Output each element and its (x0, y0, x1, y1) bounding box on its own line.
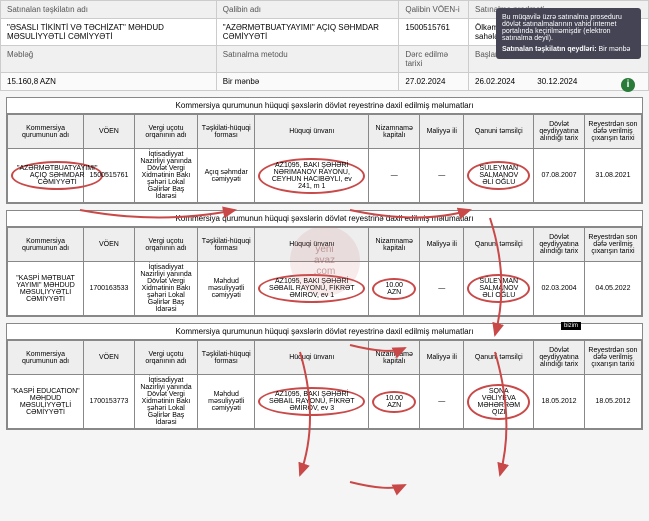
cell-capital: 10.00 AZN (369, 375, 420, 429)
cell-pub: 27.02.2024 (399, 73, 469, 91)
block-title: Kommersiya qurumunun hüquqi şəxslərin dö… (7, 324, 642, 340)
cell-voen: 1500515761 (399, 19, 469, 46)
cell-winner: "AZƏRMƏTBUATYAYIMI" AÇIQ SƏHMDAR CƏMİYYƏ… (216, 19, 399, 46)
registry-table-3: Kommersiya qurumunun adıVÖENVergi uçotu … (7, 340, 642, 429)
table-row: "KASPİ MƏTBUAT YAYIMI" MƏHDUD MƏSULİYYƏT… (8, 262, 642, 316)
th-org: Satınalan təşkilatın adı (1, 1, 217, 19)
cell-address: AZ1095, BAKI ŞƏHƏRİ NƏRİMANOV RAYONU, CE… (255, 149, 369, 203)
cell-name: "AZƏRMƏTBUATYAYIMI" AÇIQ SƏHMDAR CƏMİYYƏ… (8, 149, 84, 203)
cell-rep: SÜLEYMAN SALMANOV ƏLİ OĞLU (464, 262, 534, 316)
th-pub: Dərc edilmə tarixi (399, 46, 469, 73)
block-title: Kommersiya qurumunun hüquqi şəxslərin dö… (7, 98, 642, 114)
registry-block-1: Kommersiya qurumunun hüquqi şəxslərin dö… (6, 97, 643, 204)
th-voen: Qalibin VÖEN-i (399, 1, 469, 19)
table-row: "KASPİ EDUCATION" MƏHDUD MƏSULİYYƏTLİ CƏ… (8, 375, 642, 429)
registry-block-3: Kommersiya qurumunun hüquqi şəxslərin dö… (6, 323, 643, 430)
th-amount: Məbləğ (1, 46, 217, 73)
info-tooltip: Bu müqavilə üzrə satınalma proseduru döv… (496, 8, 641, 59)
tiny-logo: bizim (561, 322, 581, 330)
cell-capital: 10.00 AZN (369, 262, 420, 316)
registry-block-2: Kommersiya qurumunun hüquqi şəxslərin dö… (6, 210, 643, 317)
info-icon[interactable]: i (621, 78, 635, 92)
registry-table-2: Kommersiya qurumunun adıVÖENVergi uçotu … (7, 227, 642, 316)
cell-org: "ƏSASLI TİKİNTİ VƏ TƏCHİZAT" MƏHDUD MƏSU… (1, 19, 217, 46)
cell-rep: SONA VƏLİYEVA MƏHƏRRƏM QIZI (464, 375, 534, 429)
cell-method: Bir mənbə (216, 73, 399, 91)
table-row: "AZƏRMƏTBUATYAYIMI" AÇIQ SƏHMDAR CƏMİYYƏ… (8, 149, 642, 203)
th-winner: Qalibin adı (216, 1, 399, 19)
tooltip-main: Bu müqavilə üzrə satınalma proseduru döv… (502, 14, 635, 42)
tooltip-note: Satınalan təşkilatın qeydləri: Bir mənbə (502, 46, 635, 53)
th-method: Satınalma metodu (216, 46, 399, 73)
cell-amount: 15.160,8 AZN (1, 73, 217, 91)
block-title: Kommersiya qurumunun hüquqi şəxslərin dö… (7, 211, 642, 227)
cell-address: AZ1095, BAKI ŞƏHƏRİ SƏBAİL RAYONU, FİKRƏ… (255, 262, 369, 316)
cell-address: AZ1095, BAKI ŞƏHƏRİ SƏBAİL RAYONU, FİKRƏ… (255, 375, 369, 429)
registry-table-1: Kommersiya qurumunun adıVÖENVergi uçotu … (7, 114, 642, 203)
cell-rep: SÜLEYMAN SALMANOV ƏLİ OĞLU (464, 149, 534, 203)
